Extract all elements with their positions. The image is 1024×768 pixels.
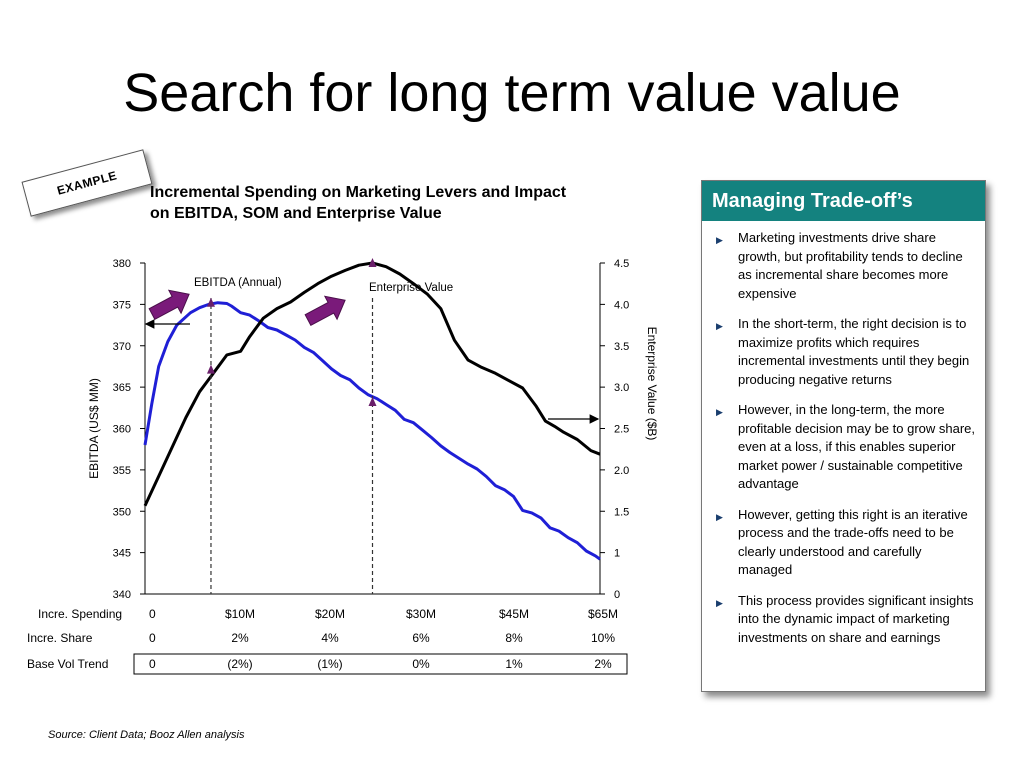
- panel-item: ▶ However, getting this right is an itera…: [710, 506, 977, 580]
- table-row-label: Base Vol Trend: [27, 657, 108, 671]
- left-axis-title: EBITDA (US$ MM): [87, 378, 101, 479]
- tradeoff-panel: Managing Trade-off’s ▶ Marketing investme…: [701, 180, 986, 692]
- table-cell: $65M: [588, 607, 618, 621]
- table-cell: $30M: [406, 607, 436, 621]
- triangle-marker: [368, 258, 377, 267]
- panel-item-text: However, getting this right is an iterat…: [738, 506, 968, 578]
- panel-item-text: However, in the long-term, the more prof…: [738, 402, 976, 491]
- ebitda-series-label: EBITDA (Annual): [194, 277, 282, 289]
- left-tick-label: 370: [113, 341, 131, 353]
- table-cell: 4%: [321, 631, 339, 645]
- table-cell: 1%: [505, 657, 523, 671]
- table-cell: (1%): [317, 657, 342, 671]
- enterprise-value-line: [143, 261, 601, 507]
- left-tick-label: 345: [113, 548, 131, 560]
- panel-list: ▶ Marketing investments drive share growt…: [702, 221, 985, 647]
- table-cell: 10%: [591, 631, 615, 645]
- table-cell: (2%): [227, 657, 252, 671]
- panel-item-text: In the short-term, the right decision is…: [738, 316, 970, 387]
- table-cell: 0: [149, 631, 156, 645]
- left-tick-label: 340: [113, 589, 131, 601]
- ev-series-label: Enterprise Value: [369, 282, 453, 294]
- panel-item: ▶ This process provides significant insig…: [710, 592, 977, 648]
- panel-item-text: This process provides significant insigh…: [738, 592, 974, 645]
- left-tick-label: 375: [113, 299, 131, 311]
- panel-item: ▶ However, in the long-term, the more pro…: [710, 401, 977, 494]
- base-vol-trend-box: [133, 653, 628, 675]
- panel-item: ▶ Marketing investments drive share growt…: [710, 229, 977, 303]
- table-cell: 0: [149, 607, 156, 621]
- triangle-bullet-icon: ▶: [716, 511, 723, 522]
- right-axis-title: Enterprise Value ($B): [645, 327, 659, 441]
- purple-arrow-shape: [148, 289, 190, 320]
- table-cell: 0: [149, 657, 156, 671]
- panel-header: Managing Trade-off’s: [702, 181, 985, 221]
- table-cell: 0%: [412, 657, 430, 671]
- table-row-label: Incre. Share: [27, 631, 93, 645]
- purple-arrow-shape: [304, 295, 346, 326]
- panel-item-text: Marketing investments drive share growth…: [738, 230, 963, 301]
- triangle-marker: [206, 297, 215, 307]
- triangle-bullet-icon: ▶: [716, 235, 723, 245]
- right-tick-label: 0: [614, 589, 620, 601]
- right-tick-label: 1: [614, 548, 620, 560]
- right-tick-label: 3.5: [614, 341, 629, 353]
- right-tick-label: 4.0: [614, 299, 629, 311]
- triangle-marker: [206, 364, 215, 374]
- triangle-marker: [368, 397, 377, 407]
- table-cell: 2%: [594, 657, 612, 671]
- triangle-bullet-icon: ▶: [716, 597, 723, 608]
- left-tick-label: 380: [113, 258, 131, 270]
- purple-arrow-icon: [304, 295, 346, 326]
- right-tick-label: 4.5: [614, 258, 629, 270]
- table-cell: $20M: [315, 607, 345, 621]
- table-row-label: Incre. Spending: [38, 607, 122, 621]
- table-cell: 2%: [231, 631, 249, 645]
- table-cell: $45M: [499, 607, 529, 621]
- table-cell: $10M: [225, 607, 255, 621]
- table-cell: 6%: [412, 631, 430, 645]
- left-tick-label: 350: [113, 506, 131, 518]
- triangle-bullet-icon: ▶: [716, 321, 723, 331]
- left-tick-label: 355: [113, 465, 131, 477]
- chart-title: Incremental Spending on Marketing Levers…: [150, 184, 567, 222]
- left-tick-label: 360: [113, 424, 131, 436]
- slide-title: Search for long term value value: [123, 63, 901, 123]
- panel-item: ▶ In the short-term, the right decision i…: [710, 315, 977, 389]
- right-tick-label: 3.0: [614, 382, 629, 394]
- table-cell: 8%: [505, 631, 523, 645]
- left-tick-label: 365: [113, 382, 131, 394]
- right-tick-label: 2.0: [614, 465, 629, 477]
- source-note: Source: Client Data; Booz Allen analysis: [48, 729, 245, 741]
- triangle-bullet-icon: ▶: [716, 407, 723, 417]
- right-tick-label: 1.5: [614, 506, 629, 518]
- purple-arrow-icon: [148, 289, 190, 320]
- right-tick-label: 2.5: [614, 424, 629, 436]
